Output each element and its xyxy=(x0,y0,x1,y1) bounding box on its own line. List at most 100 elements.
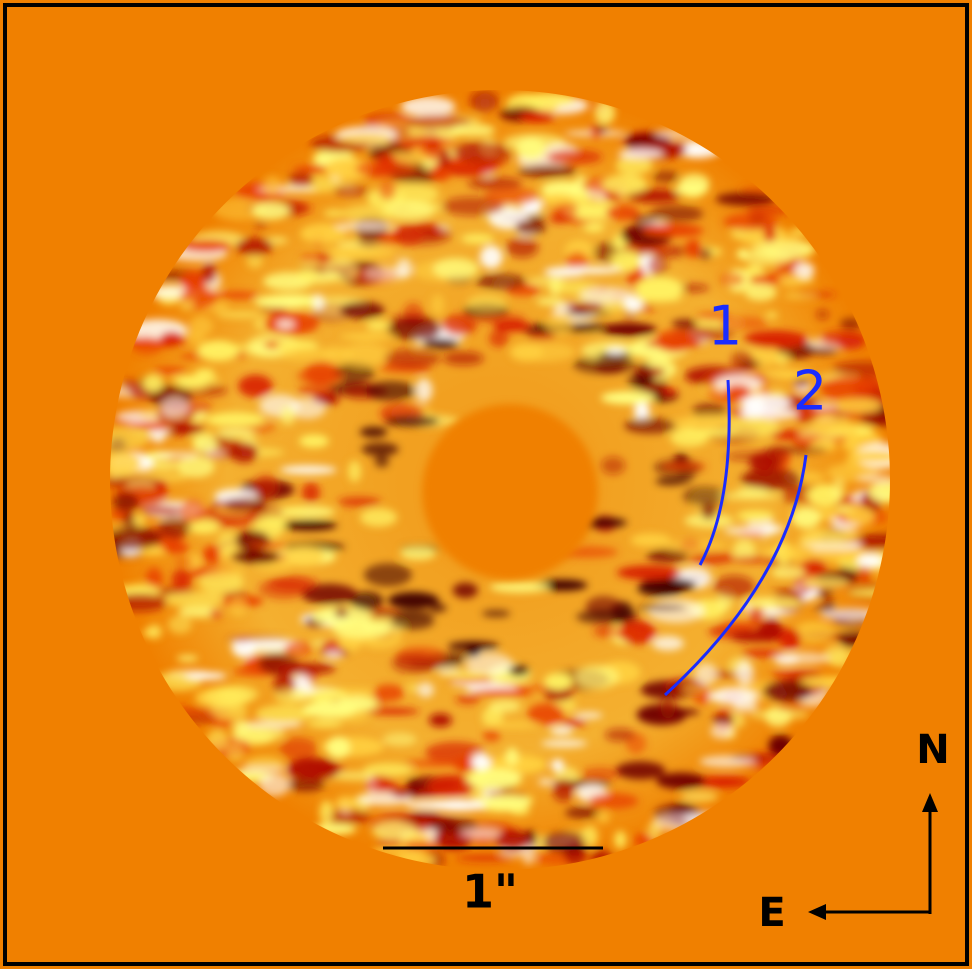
speckle xyxy=(541,740,587,748)
speckle xyxy=(719,622,759,629)
speckle xyxy=(679,174,709,193)
speckle xyxy=(660,463,706,470)
speckle xyxy=(650,205,703,222)
page: 1 2 1" N E (() => { const data = JSON.pa… xyxy=(0,0,972,969)
speckle xyxy=(550,203,578,217)
speckle xyxy=(510,343,544,362)
speckle xyxy=(316,253,332,263)
speckle xyxy=(298,269,319,282)
speckle xyxy=(335,796,357,810)
speckle xyxy=(575,665,619,689)
speckle xyxy=(223,498,266,512)
speckle xyxy=(123,379,138,390)
speckle xyxy=(280,406,296,425)
speckle xyxy=(731,630,779,642)
speckle xyxy=(845,507,875,526)
speckle xyxy=(340,302,385,319)
speckle xyxy=(161,398,189,418)
speckle xyxy=(681,684,708,693)
speckle xyxy=(453,583,478,599)
speckle xyxy=(431,604,447,612)
speckle xyxy=(739,360,761,368)
speckle xyxy=(652,636,684,651)
speckle xyxy=(744,331,808,349)
speckle xyxy=(163,591,225,607)
speckle xyxy=(415,378,432,402)
speckle xyxy=(355,160,415,177)
speckle xyxy=(724,526,781,535)
speckle xyxy=(384,348,440,367)
speckle xyxy=(710,724,733,739)
speckle xyxy=(383,733,417,747)
speckle xyxy=(582,825,599,848)
speckle xyxy=(180,299,195,311)
speckle xyxy=(433,799,489,811)
speckle xyxy=(617,565,681,580)
speckle xyxy=(690,552,735,565)
speckle xyxy=(338,497,381,507)
speckle xyxy=(203,546,222,564)
speckle xyxy=(605,728,635,741)
arc-label: 2 xyxy=(793,360,827,423)
speckle xyxy=(226,741,244,762)
speckle xyxy=(320,800,334,824)
speckle xyxy=(483,729,501,742)
speckle xyxy=(113,493,139,512)
speckle xyxy=(656,773,706,790)
speckle xyxy=(695,663,718,684)
speckle xyxy=(364,563,412,586)
speckle xyxy=(372,821,417,840)
speckle xyxy=(334,608,348,618)
speckle xyxy=(366,381,417,401)
speckle xyxy=(190,316,213,337)
speckle xyxy=(713,575,755,598)
speckle xyxy=(177,655,198,661)
speckle xyxy=(546,313,574,336)
speckle xyxy=(333,185,369,197)
compass-label: N xyxy=(916,727,949,773)
speckle xyxy=(406,682,419,693)
speckle xyxy=(217,685,259,703)
speckle xyxy=(737,249,749,260)
speckle xyxy=(648,256,668,275)
speckle xyxy=(750,451,779,474)
speckle xyxy=(647,599,704,623)
speckle xyxy=(520,111,555,122)
speckle xyxy=(280,738,318,760)
speckle xyxy=(779,544,817,564)
speckle xyxy=(284,641,312,658)
speckle xyxy=(367,708,419,715)
speckle xyxy=(233,720,250,734)
speckle xyxy=(302,483,320,503)
speckle xyxy=(337,696,377,711)
inner-mask xyxy=(422,404,598,580)
speckle xyxy=(480,246,503,269)
speckle xyxy=(365,777,399,793)
speckle xyxy=(393,788,411,798)
speckle xyxy=(566,303,605,311)
speckle xyxy=(238,375,273,398)
speckle xyxy=(307,720,343,727)
speckle xyxy=(455,695,479,704)
speckle xyxy=(665,539,726,553)
speckle xyxy=(565,807,600,819)
speckle xyxy=(466,768,521,789)
speckle xyxy=(171,375,219,385)
speckle xyxy=(601,457,625,475)
speckle xyxy=(736,661,754,685)
speckle xyxy=(153,367,187,374)
speckle xyxy=(340,333,396,340)
speckle xyxy=(360,508,397,527)
speckle xyxy=(720,272,745,286)
speckle xyxy=(324,210,346,217)
speckle xyxy=(700,755,756,768)
speckle xyxy=(174,558,195,565)
speckle xyxy=(202,262,217,283)
speckle xyxy=(616,157,653,175)
speckle xyxy=(561,267,622,273)
speckle xyxy=(836,398,882,413)
speckle xyxy=(431,294,444,316)
speckle xyxy=(254,295,316,308)
speckle xyxy=(275,688,312,703)
scale-label: 1" xyxy=(462,865,518,919)
